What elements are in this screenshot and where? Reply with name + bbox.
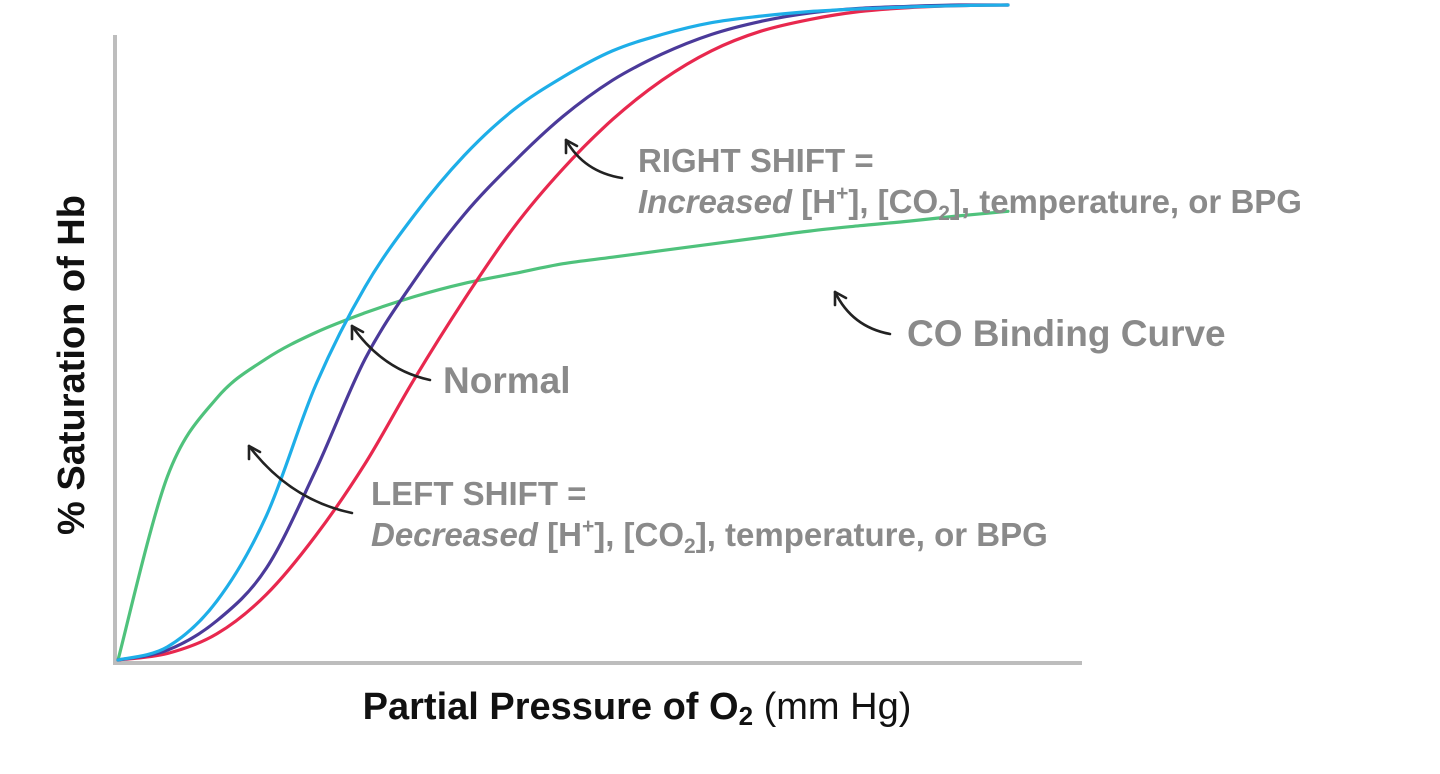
right-shift-part2: ], [CO xyxy=(848,183,938,220)
co-curve-label: CO Binding Curve xyxy=(907,313,1226,354)
right-shift-arrow xyxy=(564,138,624,180)
normal-curve-line xyxy=(116,3,1010,662)
left-shift-detail: Decreased [H+], [CO2], temperature, or B… xyxy=(371,515,1048,558)
co-curve-arrow xyxy=(833,290,892,336)
left-shift-arrowhead xyxy=(247,444,262,461)
x-axis-label: Partial Pressure of O2 (mm Hg) xyxy=(363,686,912,731)
left-shift-arrow xyxy=(247,444,354,515)
normal-arrowhead xyxy=(350,324,365,341)
right-shift-part1: [H xyxy=(792,183,836,220)
y-axis-label: % Saturation of Hb xyxy=(51,195,93,535)
series-group xyxy=(116,3,1010,662)
x-axis-label-sub: 2 xyxy=(739,701,753,731)
x-axis-label-main: Partial Pressure of O xyxy=(363,686,739,728)
left-shift-part1: [H xyxy=(538,516,582,553)
left-shift-part2: ], [CO xyxy=(594,516,684,553)
right-shift-part3: ], temperature, or BPG xyxy=(950,183,1302,220)
x-axis-label-unit: (mm Hg) xyxy=(753,686,911,728)
left-shift-curve-line xyxy=(116,3,1010,662)
normal-arrow xyxy=(350,324,432,382)
left-shift-label: LEFT SHIFT = xyxy=(371,475,586,512)
right-shift-arrowhead xyxy=(564,138,579,155)
right-shift-sup: + xyxy=(836,182,848,205)
co-binding-curve-line xyxy=(116,209,1010,662)
left-shift-italic: Decreased xyxy=(371,516,539,553)
right-shift-sub: 2 xyxy=(938,202,950,225)
left-shift-part3: ], temperature, or BPG xyxy=(696,516,1048,553)
right-shift-detail: Increased [H+], [CO2], temperature, or B… xyxy=(638,182,1302,225)
co-curve-arrowhead xyxy=(833,290,848,307)
normal-label: Normal xyxy=(443,360,570,401)
left-shift-sup: + xyxy=(582,515,594,538)
right-shift-curve-line xyxy=(116,3,1010,662)
left-shift-sub: 2 xyxy=(684,535,696,558)
right-shift-italic: Increased xyxy=(638,183,793,220)
annotation-arrows xyxy=(247,138,892,515)
right-shift-label: RIGHT SHIFT = xyxy=(638,142,874,179)
